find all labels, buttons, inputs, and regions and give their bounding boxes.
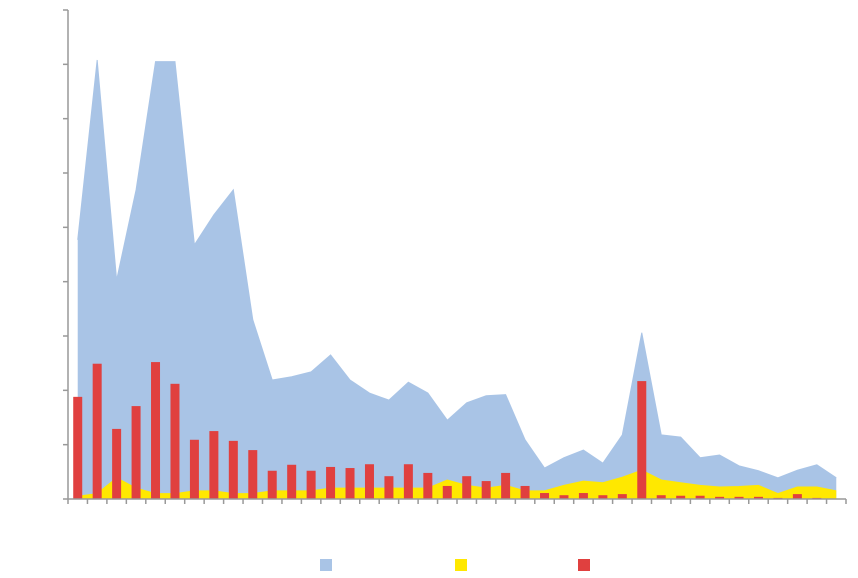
bar [695, 495, 705, 499]
bar [481, 481, 491, 499]
bar [384, 476, 394, 499]
bar [540, 493, 550, 499]
bar [112, 428, 122, 499]
bar [442, 485, 452, 499]
area-line [77, 59, 837, 479]
bar [248, 450, 258, 499]
bar [287, 464, 297, 499]
bar [267, 470, 277, 499]
bar [462, 476, 472, 499]
bar [520, 485, 530, 499]
bar [364, 464, 374, 499]
bar [715, 496, 725, 499]
bar [559, 495, 569, 499]
legend-swatch [320, 559, 332, 571]
bar [734, 496, 744, 499]
legend-swatch [455, 559, 467, 571]
area-fill [77, 59, 837, 500]
area-line [77, 469, 837, 497]
bar [792, 494, 802, 499]
bar [306, 470, 316, 499]
bar [637, 381, 647, 499]
bar [617, 494, 627, 499]
bar [676, 495, 686, 499]
bar [131, 406, 141, 499]
bar [403, 464, 413, 499]
bar [423, 472, 433, 499]
bar [228, 440, 238, 499]
bar [656, 495, 666, 499]
bar [501, 472, 511, 499]
bar [753, 496, 763, 499]
bar [598, 495, 608, 499]
bar [73, 396, 83, 499]
bar [345, 468, 355, 499]
bar [170, 383, 180, 499]
bar [92, 363, 102, 499]
legend-swatch [578, 559, 590, 571]
bar [209, 431, 219, 499]
bar [578, 493, 588, 499]
bar [189, 439, 199, 499]
bar [326, 466, 336, 499]
bar [151, 362, 161, 499]
